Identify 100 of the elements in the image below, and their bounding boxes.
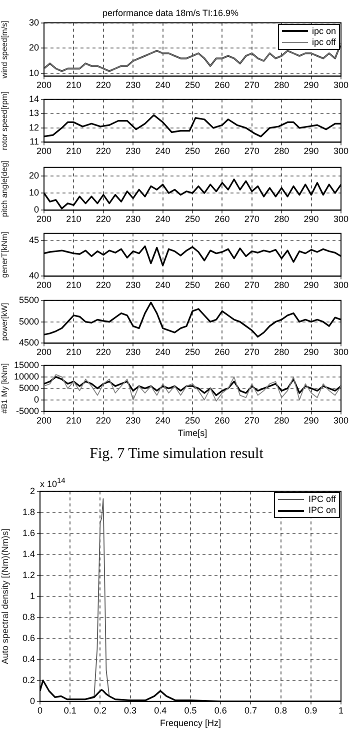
legend-label: IPC on bbox=[308, 505, 336, 516]
x-tick-label: 280 bbox=[274, 214, 290, 224]
x-tick-label: 210 bbox=[66, 80, 82, 90]
x-tick-label: 200 bbox=[36, 280, 52, 290]
x-tick-label: 280 bbox=[274, 146, 290, 156]
y-axis-title: generT[kNm] bbox=[0, 232, 10, 278]
y-axis-title: power[kW] bbox=[0, 302, 10, 341]
chart-title: performance data 18m/s TI:16.9% bbox=[102, 8, 238, 18]
x-tick-label: 300 bbox=[333, 80, 349, 90]
x-tick-label: 250 bbox=[184, 146, 200, 156]
x-tick-label: 220 bbox=[96, 80, 111, 90]
y-tick-label: 30 bbox=[28, 17, 39, 28]
x-tick-label: 220 bbox=[96, 280, 111, 290]
y-tick-label: -5000 bbox=[16, 406, 39, 416]
x-tick-label: 270 bbox=[244, 80, 260, 90]
y-tick-label: 0 bbox=[34, 204, 39, 215]
x-tick-label: 280 bbox=[274, 347, 290, 358]
y-tick-label: 1.6 bbox=[22, 528, 35, 538]
x-tick-label: 210 bbox=[66, 347, 82, 358]
x-tick-label: 220 bbox=[96, 214, 111, 224]
x-tick-label: 200 bbox=[36, 415, 52, 426]
x-tick-label: 0.8 bbox=[274, 705, 288, 716]
x-tick-label: 270 bbox=[244, 146, 260, 156]
x-tick-label: 260 bbox=[214, 80, 230, 90]
y-axis-title: rotor speed[rpm] bbox=[0, 91, 10, 150]
x-tick-label: 200 bbox=[36, 80, 52, 90]
y-tick-label: 15000 bbox=[14, 360, 39, 370]
x-tick-label: 0.2 bbox=[94, 705, 106, 716]
x-tick-label: 1 bbox=[338, 705, 344, 716]
y-tick-label: 10000 bbox=[14, 371, 39, 382]
x-tick-label: 200 bbox=[36, 347, 52, 358]
x-tick-label: 0.5 bbox=[184, 705, 197, 716]
y-axis-title: #B1 My [kNm] bbox=[0, 363, 10, 414]
x-tick-label: 0.3 bbox=[124, 705, 137, 716]
legend-label: ipc off bbox=[312, 36, 336, 48]
x-tick-label: 240 bbox=[155, 347, 170, 358]
y-tick-label: 0.8 bbox=[22, 612, 35, 622]
y-tick-label: 5000 bbox=[18, 382, 39, 393]
y-tick-label: 11 bbox=[30, 136, 39, 147]
x-tick-label: 210 bbox=[66, 415, 82, 426]
x-tick-label: 270 bbox=[244, 214, 260, 224]
y-axis-title: Auto spectral density [(Nm)(Nm)s] bbox=[0, 528, 10, 664]
y-tick-label: 1.8 bbox=[22, 506, 35, 517]
x-tick-label: 210 bbox=[66, 214, 82, 224]
x-tick-label: 290 bbox=[304, 214, 319, 224]
y-axis-title: wind speed[m/s] bbox=[0, 20, 10, 80]
x-tick-label: 290 bbox=[304, 415, 319, 426]
x-tick-label: 230 bbox=[126, 347, 141, 358]
x-tick-label: 230 bbox=[126, 214, 141, 224]
x-tick-label: 250 bbox=[184, 280, 200, 290]
x-tick-label: 230 bbox=[126, 280, 141, 290]
x-tick-label: 200 bbox=[36, 146, 52, 156]
x-tick-label: 260 bbox=[214, 347, 230, 358]
y-tick-label: 0 bbox=[30, 696, 35, 706]
x-tick-label: 280 bbox=[274, 415, 290, 426]
x-tick-label: 260 bbox=[214, 146, 230, 156]
y-tick-label: 4500 bbox=[18, 338, 39, 348]
x-tick-label: 260 bbox=[214, 415, 230, 426]
x-tick-label: 290 bbox=[304, 80, 319, 90]
x-tick-label: 250 bbox=[184, 415, 200, 426]
x-tick-label: 280 bbox=[274, 280, 290, 290]
x-tick-label: 220 bbox=[96, 146, 111, 156]
x-tick-label: 240 bbox=[155, 280, 170, 290]
x-tick-label: 300 bbox=[333, 280, 349, 290]
y-axis-title: pitch angle[deg] bbox=[0, 160, 10, 218]
x-tick-label: 250 bbox=[184, 347, 200, 358]
x-tick-label: 230 bbox=[126, 146, 141, 156]
caption: Fig. 7 Time simulation result bbox=[88, 446, 264, 463]
x-tick-label: 220 bbox=[96, 347, 111, 358]
x-tick-label: 290 bbox=[304, 280, 319, 290]
y-tick-label: 1.2 bbox=[22, 570, 35, 580]
x-tick-label: 260 bbox=[214, 214, 230, 224]
x-tick-label: 240 bbox=[155, 80, 170, 90]
x-tick-label: 300 bbox=[333, 347, 349, 358]
x-tick-label: 230 bbox=[126, 415, 141, 426]
x-axis-title: Time[s] bbox=[178, 428, 208, 438]
x-tick-label: 300 bbox=[333, 415, 349, 426]
x-tick-label: 300 bbox=[333, 146, 349, 156]
y-tick-label: 2 bbox=[30, 486, 35, 496]
y-tick-label: 14 bbox=[28, 94, 39, 104]
x-tick-label: 240 bbox=[155, 415, 170, 426]
y-tick-label: 40 bbox=[28, 270, 39, 281]
x-tick-label: 280 bbox=[274, 80, 290, 90]
y-tick-label: 20 bbox=[28, 42, 39, 53]
x-axis-title: Frequency [Hz] bbox=[160, 718, 222, 728]
y-tick-label: 0.4 bbox=[22, 654, 35, 664]
x-tick-label: 230 bbox=[126, 80, 141, 90]
legend-label: IPC off bbox=[308, 494, 336, 506]
x-tick-label: 290 bbox=[304, 347, 319, 358]
x-tick-label: 260 bbox=[214, 280, 230, 290]
x-tick-label: 270 bbox=[244, 280, 260, 290]
y-tick-label: 5000 bbox=[18, 316, 39, 326]
y-tick-label: 13 bbox=[28, 108, 39, 118]
x-tick-label: 210 bbox=[66, 146, 82, 156]
x-tick-label: 200 bbox=[36, 214, 52, 224]
x-tick-label: 270 bbox=[244, 347, 260, 358]
y-tick-label: 20 bbox=[28, 170, 39, 180]
y-tick-label: 0.2 bbox=[22, 674, 35, 685]
x-tick-label: 0.6 bbox=[214, 705, 227, 716]
y-tick-label: 1.4 bbox=[22, 548, 35, 559]
